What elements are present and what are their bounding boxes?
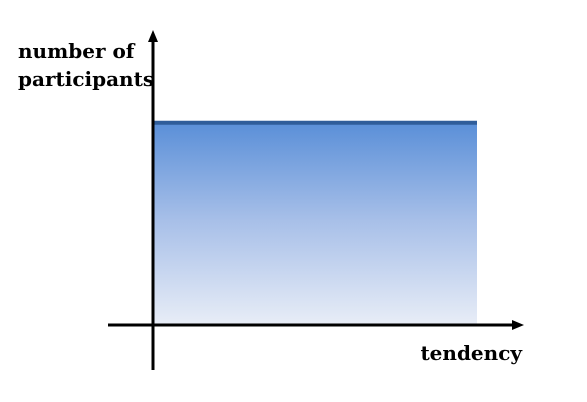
- y-axis-label-line-1: number of: [18, 39, 136, 63]
- x-axis-arrowhead: [512, 320, 524, 330]
- x-axis-label: tendency: [420, 341, 523, 365]
- plot-layer: [153, 120, 477, 325]
- axes-layer: [108, 30, 524, 370]
- series-0-area-fill: [153, 122, 477, 325]
- y-axis-arrowhead: [148, 30, 158, 42]
- y-axis-label-line-2: participants: [18, 67, 154, 91]
